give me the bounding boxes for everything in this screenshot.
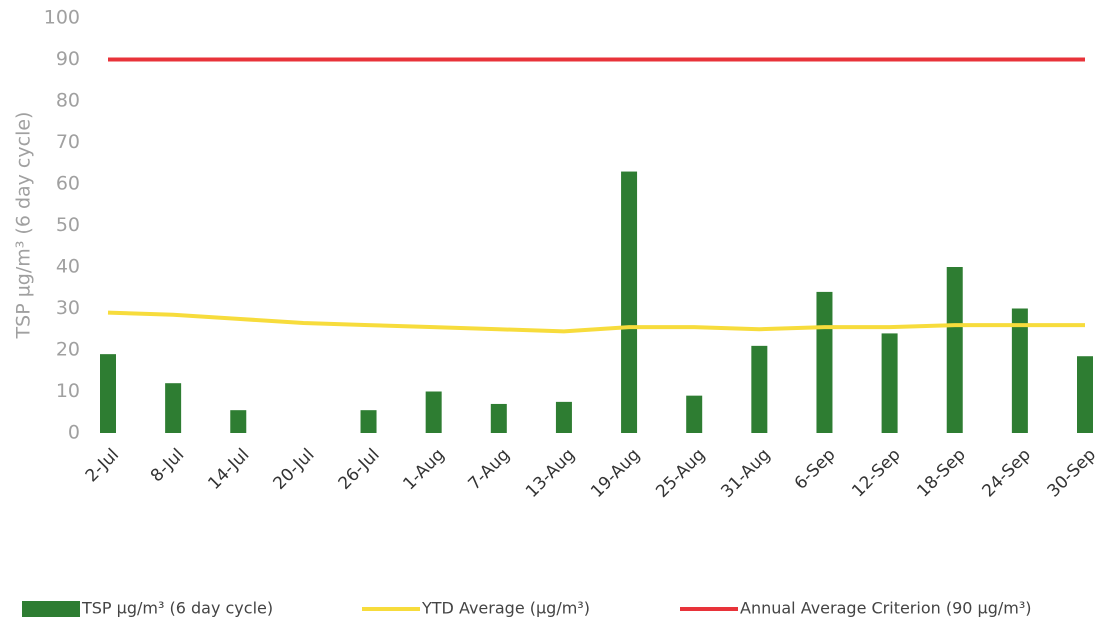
bar	[230, 410, 247, 433]
x-tick-label: 13-Aug	[522, 445, 579, 502]
bar	[1011, 308, 1028, 433]
line	[107, 310, 1085, 334]
x-tick-label: 7-Aug	[465, 445, 514, 494]
x-tick-label: 18-Sep	[913, 445, 969, 501]
x-tick-label: 31-Aug	[717, 445, 774, 502]
y-tick-label: 100	[44, 7, 80, 29]
y-tick-label: 30	[56, 297, 80, 319]
x-tick-label: 8-Jul	[147, 445, 188, 486]
bar	[946, 267, 963, 433]
bar	[881, 333, 898, 433]
y-tick-label: 80	[56, 90, 80, 112]
x-tick-label: 19-Aug	[587, 445, 644, 502]
y-tick-label: 70	[56, 131, 80, 153]
x-tick-label: 26-Jul	[335, 445, 384, 494]
y-tick-label: 90	[56, 48, 80, 70]
bar	[816, 291, 833, 433]
x-tick-label: 24-Sep	[979, 445, 1035, 501]
bar	[555, 401, 572, 433]
y-tick-label: 40	[56, 256, 80, 278]
bar	[621, 171, 638, 434]
bar	[425, 391, 442, 433]
x-tick-label: 20-Jul	[270, 445, 319, 494]
x-tick-label: 1-Aug	[399, 445, 448, 494]
y-axis-label: TSP µg/m³ (6 day cycle)	[13, 112, 35, 340]
x-tick-label: 2-Jul	[82, 445, 123, 486]
bar	[751, 345, 768, 433]
bar	[360, 410, 377, 433]
bar	[490, 403, 507, 433]
bar	[1077, 356, 1093, 433]
bar	[686, 395, 703, 433]
x-tick-label: 6-Sep	[791, 445, 840, 494]
y-tick-label: 20	[56, 339, 80, 361]
y-tick-label: 50	[56, 214, 80, 236]
x-tick-label: 30-Sep	[1044, 445, 1100, 501]
legend-label: YTD Average (µg/m³)	[421, 599, 590, 618]
bar	[100, 354, 116, 433]
y-tick-label: 10	[56, 380, 80, 402]
x-tick-label: 25-Aug	[652, 445, 709, 502]
bar	[165, 383, 182, 433]
x-tick-label: 12-Sep	[848, 445, 904, 501]
y-tick-label: 0	[68, 422, 80, 444]
legend-label: Annual Average Criterion (90 µg/m³)	[740, 599, 1032, 618]
legend-label: TSP µg/m³ (6 day cycle)	[81, 599, 273, 618]
legend-swatch	[22, 601, 80, 617]
x-tick-label: 14-Jul	[204, 445, 253, 494]
y-tick-label: 60	[56, 173, 80, 195]
